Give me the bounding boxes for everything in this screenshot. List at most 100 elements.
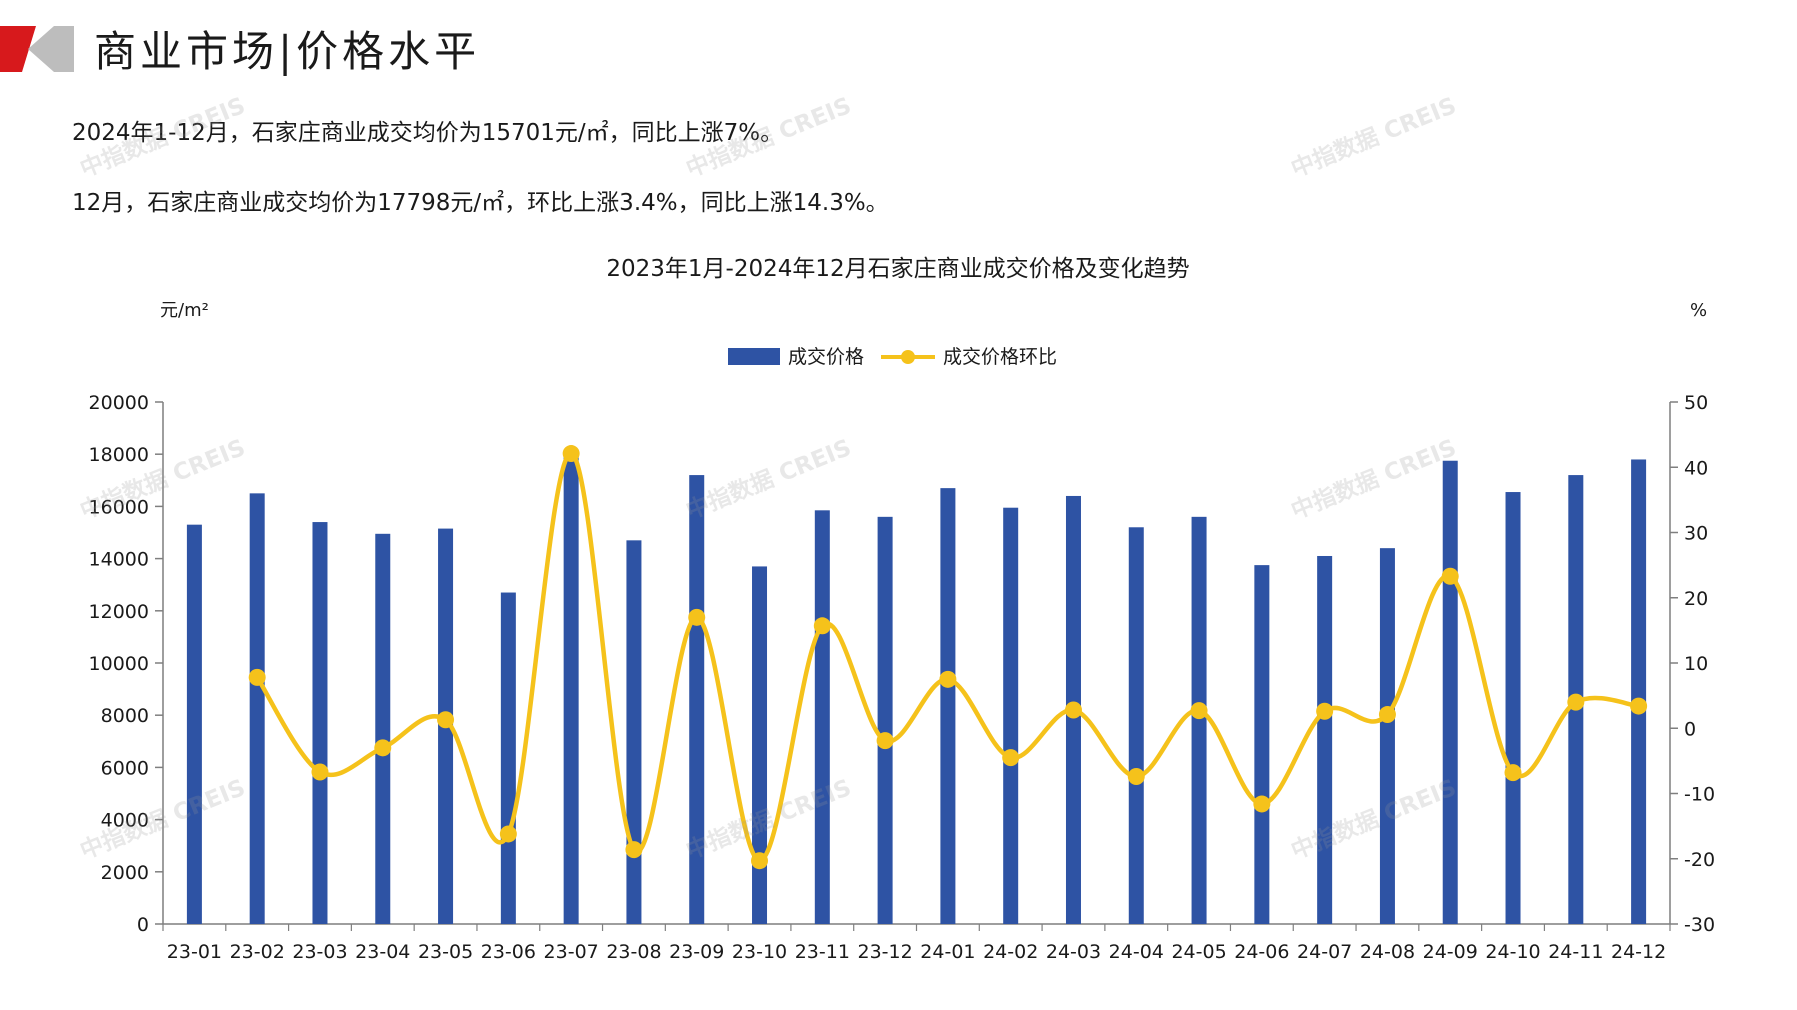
x-tick-label: 23-08: [606, 941, 661, 963]
y-right-unit: %: [1690, 300, 1707, 321]
mom-point-24-11: [1567, 693, 1585, 711]
bar-24-02: [1003, 507, 1019, 924]
x-tick-label: 23-04: [355, 941, 410, 963]
y-left-tick-label: 0: [137, 914, 149, 936]
x-tick-label: 24-01: [920, 941, 975, 963]
watermark: 中指数据 CREIS: [1287, 92, 1461, 183]
y-left-tick-label: 8000: [101, 705, 149, 727]
y-right-tick-label: 0: [1684, 718, 1696, 740]
mom-point-23-06: [499, 825, 517, 843]
y-right-tick-label: 10: [1684, 653, 1708, 675]
y-right-tick-label: 40: [1684, 457, 1708, 479]
x-tick-label: 24-08: [1360, 941, 1415, 963]
bar-23-10: [752, 566, 768, 924]
bar-24-04: [1128, 527, 1144, 924]
x-tick-label: 23-02: [230, 941, 285, 963]
y-left-tick-label: 18000: [89, 444, 149, 466]
bar-24-10: [1505, 492, 1521, 924]
legend-bar-swatch: [728, 348, 780, 365]
x-tick-label: 24-04: [1109, 941, 1164, 963]
x-tick-label: 24-10: [1485, 941, 1540, 963]
mom-point-23-02: [248, 668, 266, 686]
x-tick-label: 23-10: [732, 941, 787, 963]
bar-23-04: [375, 533, 391, 924]
mom-point-23-08: [625, 841, 643, 859]
mom-point-23-12: [876, 732, 894, 750]
mom-point-24-02: [1002, 749, 1020, 767]
legend-bar-label: 成交价格: [788, 346, 864, 368]
y-left-tick-label: 20000: [89, 392, 149, 414]
x-tick-label: 24-05: [1171, 941, 1226, 963]
y-right-tick-label: 50: [1684, 392, 1708, 414]
bar-23-12: [877, 516, 893, 924]
mom-point-24-04: [1127, 768, 1145, 786]
y-left-tick-label: 14000: [89, 549, 149, 571]
page-title: 商业市场|价格水平: [94, 27, 481, 76]
bar-23-02: [249, 493, 265, 924]
mom-point-24-07: [1316, 702, 1334, 720]
x-tick-label: 23-11: [795, 941, 850, 963]
summary-line-monthly: 12月，石家庄商业成交均价为17798元/㎡，环比上涨3.4%，同比上涨14.3…: [72, 190, 889, 216]
bar-23-06: [500, 592, 516, 924]
mom-point-23-09: [688, 608, 706, 626]
x-tick-label: 24-09: [1423, 941, 1478, 963]
bar-24-06: [1254, 565, 1270, 924]
bar-23-08: [626, 540, 642, 924]
brand-logo: [0, 26, 74, 72]
x-tick-label: 24-02: [983, 941, 1038, 963]
x-tick-label: 24-11: [1548, 941, 1603, 963]
y-right-tick-label: -30: [1684, 914, 1715, 936]
mom-point-24-10: [1504, 764, 1522, 782]
y-left-tick-label: 2000: [101, 862, 149, 884]
bar-24-12: [1631, 459, 1647, 924]
y-left-tick-label: 12000: [89, 601, 149, 623]
mom-point-23-03: [311, 763, 329, 781]
legend-line-label: 成交价格环比: [943, 346, 1057, 368]
x-tick-label: 24-07: [1297, 941, 1352, 963]
mom-point-23-10: [751, 852, 769, 870]
x-tick-label: 23-05: [418, 941, 473, 963]
y-right-tick-label: 30: [1684, 523, 1708, 545]
mom-point-23-05: [437, 711, 455, 729]
summary-line-annual: 2024年1-12月，石家庄商业成交均价为15701元/㎡，同比上涨7%。: [72, 120, 784, 146]
mom-point-23-04: [374, 739, 392, 757]
bar-23-03: [312, 522, 328, 924]
x-tick-label: 23-09: [669, 941, 724, 963]
bar-23-09: [689, 475, 705, 924]
mom-point-23-07: [562, 445, 580, 463]
bar-24-05: [1191, 516, 1207, 924]
y-left-unit: 元/m²: [160, 300, 209, 321]
bar-24-07: [1317, 555, 1333, 924]
x-tick-label: 23-12: [857, 941, 912, 963]
mom-point-24-12: [1630, 697, 1648, 715]
mom-point-23-11: [813, 617, 831, 635]
x-tick-label: 23-07: [544, 941, 599, 963]
y-right-tick-label: 20: [1684, 588, 1708, 610]
y-left-tick-label: 4000: [101, 810, 149, 832]
mom-point-24-03: [1064, 701, 1082, 719]
mom-point-24-01: [939, 670, 957, 688]
bar-24-08: [1379, 548, 1395, 924]
x-tick-label: 24-12: [1611, 941, 1666, 963]
bar-23-07: [563, 452, 579, 924]
bar-24-01: [940, 488, 956, 924]
x-tick-label: 24-03: [1046, 941, 1101, 963]
y-right-tick-label: -10: [1684, 784, 1715, 806]
x-tick-label: 23-03: [292, 941, 347, 963]
y-left-tick-label: 16000: [89, 496, 149, 518]
y-left-tick-label: 10000: [89, 653, 149, 675]
x-tick-label: 24-06: [1234, 941, 1289, 963]
bar-23-01: [186, 524, 202, 924]
mom-point-24-05: [1190, 702, 1208, 720]
bar-23-11: [814, 510, 830, 924]
chart-title: 2023年1月-2024年12月石家庄商业成交价格及变化趋势: [606, 256, 1189, 282]
legend-line-marker: [901, 350, 915, 364]
x-tick-label: 23-01: [167, 941, 222, 963]
y-left-tick-label: 6000: [101, 757, 149, 779]
bar-24-09: [1442, 460, 1458, 924]
x-tick-label: 23-06: [481, 941, 536, 963]
mom-point-24-06: [1253, 795, 1271, 813]
mom-point-24-08: [1378, 706, 1396, 724]
mom-point-24-09: [1441, 567, 1459, 585]
